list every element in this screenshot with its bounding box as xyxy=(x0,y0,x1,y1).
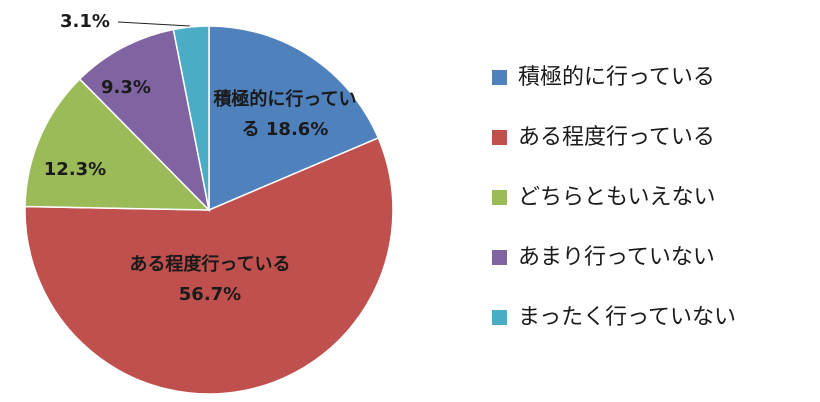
legend-swatch xyxy=(492,70,507,85)
leader-line xyxy=(117,21,191,27)
pie-slice xyxy=(172,25,210,211)
legend-swatch xyxy=(492,190,507,205)
data-label: ある程度行っている 56.7% xyxy=(129,254,291,305)
data-label: 9.3% xyxy=(101,77,151,98)
data-label: 12.3% xyxy=(43,159,107,180)
legend-label: 積極的に行っている xyxy=(518,65,715,90)
pie-slice xyxy=(208,25,380,212)
legend-swatch xyxy=(492,130,507,145)
legend-label: ある程度行っている xyxy=(518,125,715,150)
legend-label: どちらともいえない xyxy=(518,185,716,210)
pie-slice xyxy=(24,78,211,211)
legend-swatch xyxy=(492,310,507,325)
pie-slice xyxy=(24,137,394,395)
legend-label: まったく行っていない xyxy=(518,305,737,330)
data-label: 積極的に行っている 18.6% xyxy=(213,89,357,140)
legend-label: あまり行っていない xyxy=(518,245,715,270)
data-label: 3.1% xyxy=(60,11,110,32)
legend-swatch xyxy=(492,250,507,265)
pie-slice xyxy=(78,28,211,213)
